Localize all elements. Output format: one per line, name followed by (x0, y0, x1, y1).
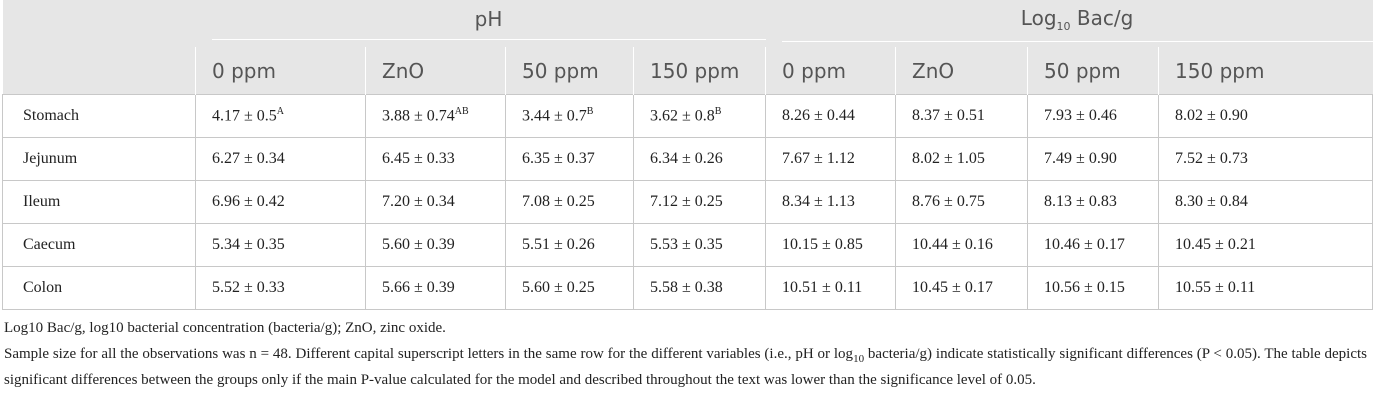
cell: 10.51 ± 0.11 (765, 266, 897, 310)
table-body: Stomach 4.17 ± 0.5A 3.88 ± 0.74AB 3.44 ± 0.… (2, 94, 1374, 310)
column-header: ZnO (365, 47, 506, 95)
group-text: pH (211, 7, 766, 40)
cell: 6.96 ± 0.42 (195, 180, 366, 224)
column-header-row: 0 ppm ZnO 50 ppm 150 ppm 0 ppm ZnO 50 ppm 150 p… (2, 47, 1373, 95)
cell: 7.12 ± 0.25 (632, 180, 767, 224)
cell-text: 3.44 ± 0.7 (522, 107, 587, 125)
column-header: 50 ppm (1027, 47, 1159, 95)
group-text: Bac/g (1070, 5, 1134, 30)
column-header: 50 ppm (505, 47, 634, 95)
subscript: 10 (1056, 19, 1071, 33)
row-label: Colon (2, 266, 196, 310)
note-text: Sample size for all the observations was… (4, 346, 854, 362)
column-header: 150 ppm (1158, 47, 1373, 95)
column-header: 0 ppm (765, 47, 896, 95)
cell: 8.76 ± 0.75 (895, 180, 1029, 224)
cell: 5.66 ± 0.39 (365, 266, 506, 310)
table-row: Colon 5.52 ± 0.33 5.66 ± 0.39 5.60 ± 0.25 5.… (2, 266, 1374, 310)
cell: 5.51 ± 0.26 (505, 223, 634, 267)
superscript: A (276, 106, 285, 118)
cell: 7.67 ± 1.12 (765, 137, 897, 181)
notes: Log10 Bac/g, log10 bacterial concentrati… (4, 318, 1367, 391)
subscript: 10 (853, 353, 865, 365)
row-label: Ileum (2, 180, 196, 224)
cell: 6.27 ± 0.34 (195, 137, 366, 181)
cell: 8.02 ± 1.05 (895, 137, 1029, 181)
row-label: Caecum (2, 223, 196, 267)
cell: 5.60 ± 0.39 (365, 223, 506, 267)
data-table: pH Log10 Bac/g 0 ppm ZnO 50 ppm 150 ppm 0 pp… (2, 0, 1374, 310)
cell: 10.55 ± 0.11 (1158, 266, 1374, 310)
cell: 7.08 ± 0.25 (505, 180, 634, 224)
cell: 7.49 ± 0.90 (1027, 137, 1160, 181)
row-label: Jejunum (2, 137, 196, 181)
cell: 10.46 ± 0.17 (1027, 223, 1160, 267)
column-header: 0 ppm (195, 47, 366, 95)
superscript: AB (454, 106, 469, 118)
cell: 8.26 ± 0.44 (765, 94, 897, 138)
cell: 4.17 ± 0.5A (195, 94, 366, 138)
cell: 8.02 ± 0.90 (1158, 94, 1374, 138)
blank-cell (2, 0, 196, 47)
group-text: Log (1020, 5, 1057, 30)
superscript: B (714, 106, 722, 118)
table-row: Caecum 5.34 ± 0.35 5.60 ± 0.39 5.51 ± 0.26 5… (2, 223, 1374, 267)
cell: 10.56 ± 0.15 (1027, 266, 1160, 310)
cell: 5.34 ± 0.35 (195, 223, 366, 267)
cell-text: 3.62 ± 0.8 (650, 107, 715, 125)
cell: 5.53 ± 0.35 (632, 223, 767, 267)
cell: 10.45 ± 0.21 (1158, 223, 1374, 267)
cell: 10.44 ± 0.16 (895, 223, 1029, 267)
table-row: Stomach 4.17 ± 0.5A 3.88 ± 0.74AB 3.44 ± 0.… (2, 94, 1374, 138)
group-text: Log10 Bac/g (781, 5, 1373, 42)
row-label: Stomach (2, 94, 196, 138)
cell: 6.35 ± 0.37 (505, 137, 634, 181)
group-header: pH (195, 0, 766, 47)
cell: 7.93 ± 0.46 (1027, 94, 1160, 138)
cell: 8.37 ± 0.51 (895, 94, 1029, 138)
cell: 3.62 ± 0.8B (632, 94, 767, 138)
cell: 5.60 ± 0.25 (505, 266, 634, 310)
blank-cell (2, 47, 196, 95)
cell: 5.58 ± 0.38 (632, 266, 767, 310)
cell: 8.30 ± 0.84 (1158, 180, 1374, 224)
cell: 10.15 ± 0.85 (765, 223, 897, 267)
cell: 3.44 ± 0.7B (505, 94, 634, 138)
note: Log10 Bac/g, log10 bacterial concentrati… (4, 320, 446, 336)
group-header-row: pH Log10 Bac/g (2, 0, 1373, 47)
cell: 10.45 ± 0.17 (895, 266, 1029, 310)
cell-text: 3.88 ± 0.74 (382, 107, 455, 125)
cell: 7.20 ± 0.34 (365, 180, 506, 224)
cell: 8.34 ± 1.13 (765, 180, 897, 224)
table-row: Jejunum 6.27 ± 0.34 6.45 ± 0.33 6.35 ± 0.37… (2, 137, 1374, 181)
column-header: 150 ppm (632, 47, 766, 95)
note-text: bacteria/g) indicate statistically signi… (4, 346, 1367, 388)
table-row: Ileum 6.96 ± 0.42 7.20 ± 0.34 7.08 ± 0.25 7.… (2, 180, 1374, 224)
group-header: Log10 Bac/g (765, 0, 1373, 47)
cell: 3.88 ± 0.74AB (365, 94, 506, 138)
superscript: B (586, 106, 594, 118)
cell: 6.45 ± 0.33 (365, 137, 506, 181)
cell: 6.34 ± 0.26 (632, 137, 767, 181)
column-header: ZnO (895, 47, 1028, 95)
cell: 8.13 ± 0.83 (1027, 180, 1160, 224)
cell: 7.52 ± 0.73 (1158, 137, 1374, 181)
note: Sample size for all the observations was… (4, 344, 1367, 391)
cell-text: 4.17 ± 0.5 (212, 107, 277, 125)
cell: 5.52 ± 0.33 (195, 266, 366, 310)
